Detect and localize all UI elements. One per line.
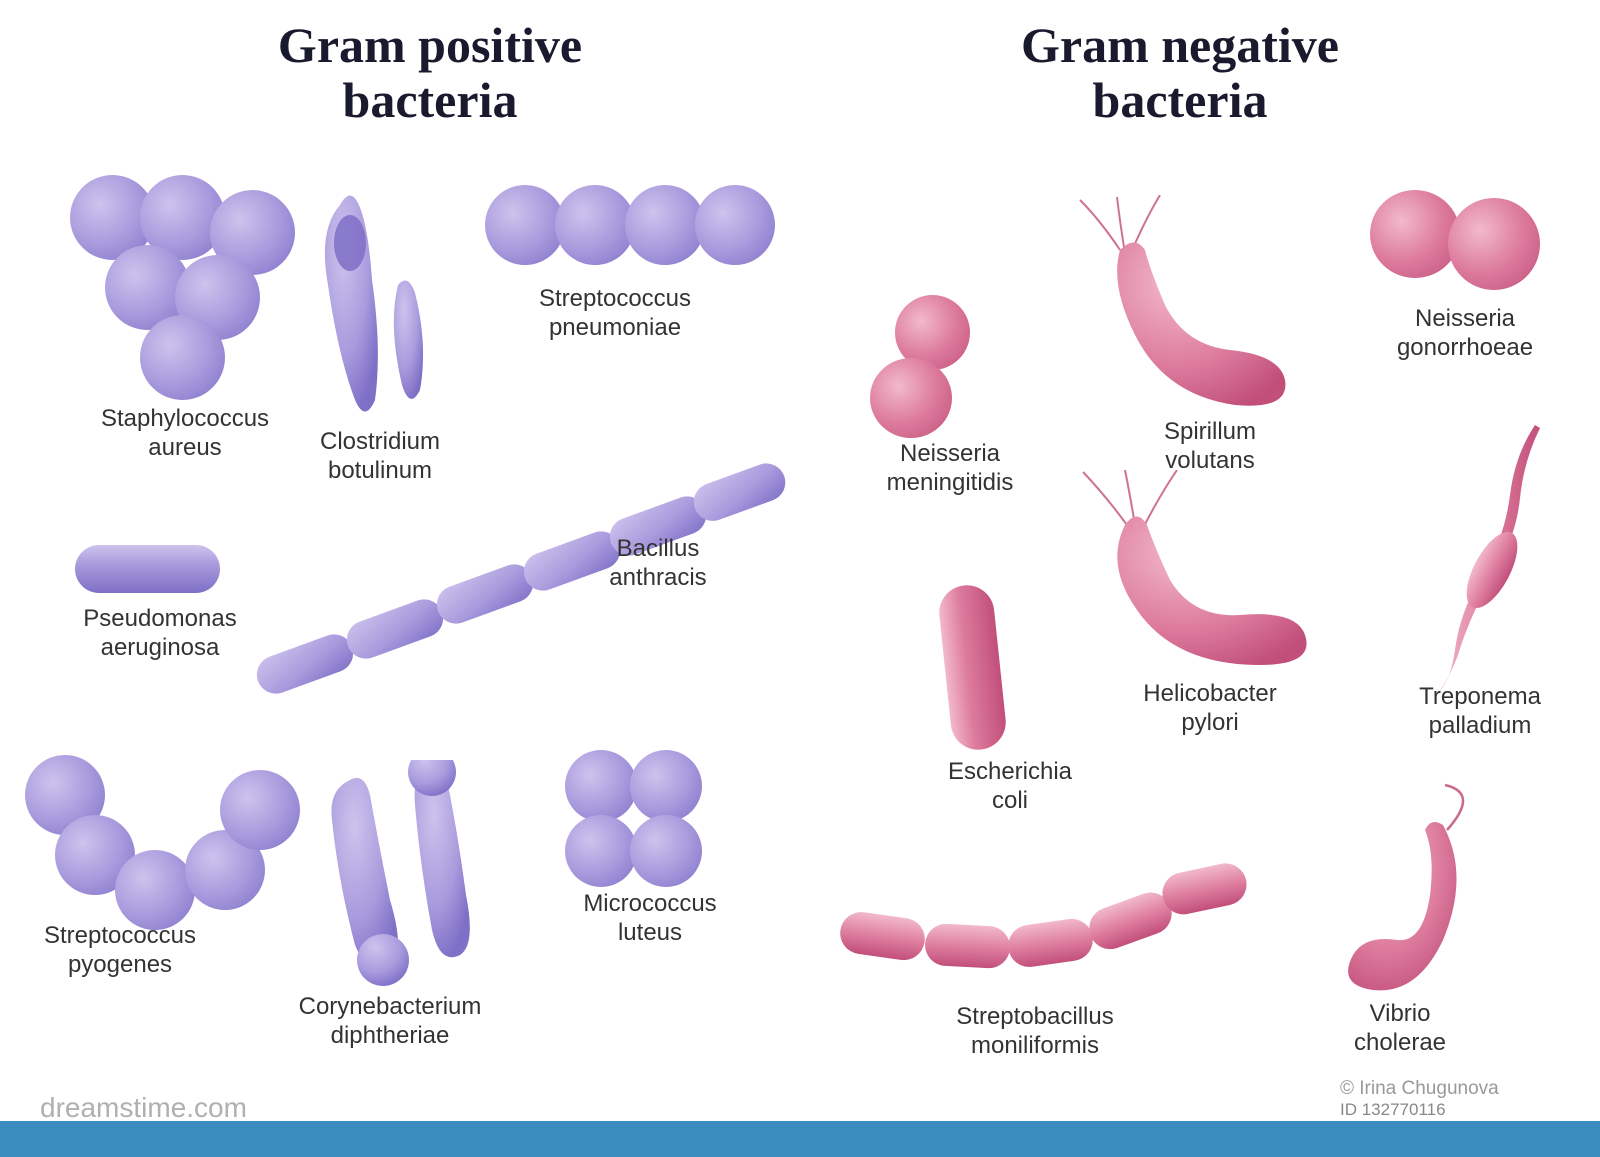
title-right-line1: Gram negative [1021, 17, 1339, 73]
title-left-line2: bacteria [343, 72, 518, 128]
label-spirillum: Spirillumvolutans [1140, 418, 1280, 476]
label-staph-aureus: Staphylococcusaureus [95, 405, 275, 463]
label-ecoli: Escherichiacoli [935, 758, 1085, 816]
label-strep-pneumoniae: Streptococcuspneumoniae [520, 285, 710, 343]
label-pseudomonas: Pseudomonasaeruginosa [70, 605, 250, 663]
label-bacillus-anthracis: Bacillusanthracis [588, 535, 728, 593]
label-clostridium-botulinum: Clostridiumbotulinum [300, 428, 460, 486]
label-micrococcus-luteus: Micrococcusluteus [565, 890, 735, 948]
title-right-line2: bacteria [1093, 72, 1268, 128]
label-neisseria-gon: Neisseriagonorrhoeae [1380, 305, 1550, 363]
infographic-canvas: Gram positive bacteria Gram negative bac… [0, 0, 1600, 1157]
attribution-author: © Irina Chugunova [1340, 1078, 1499, 1100]
title-left-line1: Gram positive [278, 17, 582, 73]
label-streptobacillus: Streptobacillusmoniliformis [935, 1003, 1135, 1061]
title-gram-negative: Gram negative bacteria [940, 18, 1420, 128]
label-treponema: Treponemapalladium [1400, 683, 1560, 741]
label-strep-pyogenes: Streptococcuspyogenes [30, 922, 210, 980]
title-gram-positive: Gram positive bacteria [200, 18, 660, 128]
attribution-id: ID 132770116 [1340, 1100, 1446, 1120]
watermark-site: dreamstime.com [40, 1092, 247, 1124]
label-vibrio: Vibriocholerae [1330, 1000, 1470, 1058]
label-coryne-diphtheriae: Corynebacteriumdiphtheriae [280, 993, 500, 1051]
label-neisseria-men: Neisseriameningitidis [870, 440, 1030, 498]
label-helicobacter: Helicobacterpylori [1130, 680, 1290, 738]
footer-bar [0, 1121, 1600, 1157]
